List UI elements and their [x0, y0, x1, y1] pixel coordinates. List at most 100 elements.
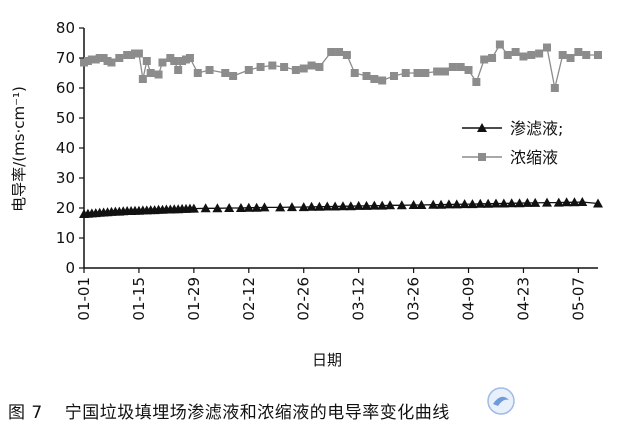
data-point	[428, 199, 439, 209]
y-tick-label: 30	[56, 169, 75, 187]
data-point	[506, 198, 517, 208]
data-point	[322, 201, 333, 211]
data-point	[569, 197, 580, 207]
data-point	[574, 48, 583, 56]
data-point	[385, 200, 396, 210]
data-point	[498, 198, 509, 208]
data-point	[472, 78, 481, 86]
x-tick-label: 03-26	[405, 277, 423, 321]
data-point	[244, 66, 253, 74]
data-point	[345, 201, 356, 211]
data-point	[307, 61, 316, 70]
y-tick-label: 0	[65, 259, 75, 277]
x-axis-ticks: 01-01 01-15 01-29 02-12 02-26 03-12 03-26 04-09…	[75, 268, 587, 321]
data-point	[353, 200, 364, 210]
data-point	[174, 66, 183, 74]
data-point	[286, 202, 297, 212]
x-tick-label: 04-23	[514, 277, 532, 321]
data-point	[467, 199, 478, 209]
data-point	[433, 67, 442, 76]
data-point	[436, 199, 447, 209]
data-point	[459, 199, 470, 209]
figure-number: 图 7	[8, 403, 43, 423]
legend-label: 渗滤液;	[510, 119, 563, 138]
data-point	[154, 70, 163, 79]
figure-caption-text: 宁国垃圾填埋场渗滤液和浓缩液的电导率变化曲线	[64, 403, 450, 423]
data-point	[511, 48, 520, 56]
data-point	[401, 69, 410, 77]
data-point	[519, 52, 528, 61]
data-point	[221, 69, 230, 77]
series-layer	[79, 40, 603, 218]
data-point	[138, 75, 147, 83]
data-point	[350, 69, 359, 77]
legend-label: 浓缩液	[510, 148, 558, 167]
data-point	[451, 199, 462, 209]
x-tick-label: 03-12	[350, 277, 368, 321]
y-tick-label: 10	[56, 229, 75, 247]
data-point	[542, 43, 551, 52]
data-point	[541, 197, 552, 207]
watermark-logo-icon	[487, 387, 515, 415]
data-point	[205, 66, 214, 74]
data-point	[464, 66, 473, 74]
data-point	[200, 203, 211, 213]
y-tick-label: 50	[56, 109, 75, 127]
data-point	[229, 72, 238, 80]
data-point	[291, 66, 300, 74]
data-point	[483, 198, 494, 208]
y-tick-label: 60	[56, 79, 75, 97]
data-point	[475, 198, 486, 208]
data-point	[522, 197, 533, 207]
x-tick-label: 02-26	[295, 277, 313, 321]
data-point	[440, 67, 449, 76]
data-point	[577, 197, 588, 206]
data-point	[107, 58, 116, 67]
y-tick-label: 70	[56, 49, 75, 67]
data-point	[413, 69, 422, 77]
data-point	[170, 57, 179, 65]
data-point	[243, 202, 254, 212]
legend-marker	[477, 123, 487, 132]
figure-caption: 图 7 宁国垃圾填埋场渗滤液和浓缩液的电导率变化曲线	[8, 398, 608, 424]
data-point	[337, 201, 348, 211]
data-point	[416, 200, 427, 209]
x-tick-label: 04-09	[460, 277, 478, 321]
data-point	[408, 200, 419, 209]
data-point	[594, 51, 602, 59]
data-point	[582, 51, 591, 59]
data-point	[212, 203, 223, 213]
data-point	[389, 72, 398, 80]
legend-marker	[478, 153, 486, 161]
data-point	[315, 63, 324, 71]
data-point	[185, 54, 194, 62]
data-point	[142, 57, 151, 65]
y-axis-ticks: 0 10 20 30 40 50 60 70 80	[56, 19, 84, 277]
data-point	[314, 201, 325, 211]
data-point	[443, 199, 454, 209]
y-tick-label: 40	[56, 139, 75, 157]
data-point	[327, 48, 336, 56]
data-point	[495, 40, 504, 49]
data-point	[115, 54, 124, 62]
data-point	[298, 202, 309, 212]
data-point	[490, 198, 501, 208]
data-point	[456, 63, 465, 71]
y-axis-title: 电导率/(ms·cm⁻¹)	[10, 86, 28, 212]
data-point	[558, 51, 567, 59]
data-point	[224, 203, 235, 212]
data-point	[593, 198, 603, 208]
data-point	[251, 202, 262, 212]
data-point	[362, 72, 371, 80]
data-point	[566, 54, 575, 62]
data-point	[342, 51, 351, 59]
data-point	[378, 76, 387, 85]
data-point	[535, 49, 544, 58]
x-tick-label: 01-01	[75, 277, 93, 321]
x-axis-title: 日期	[312, 351, 342, 369]
data-point	[561, 197, 572, 207]
data-point	[158, 58, 167, 67]
series-concentrate	[80, 40, 602, 92]
data-point	[503, 51, 512, 59]
